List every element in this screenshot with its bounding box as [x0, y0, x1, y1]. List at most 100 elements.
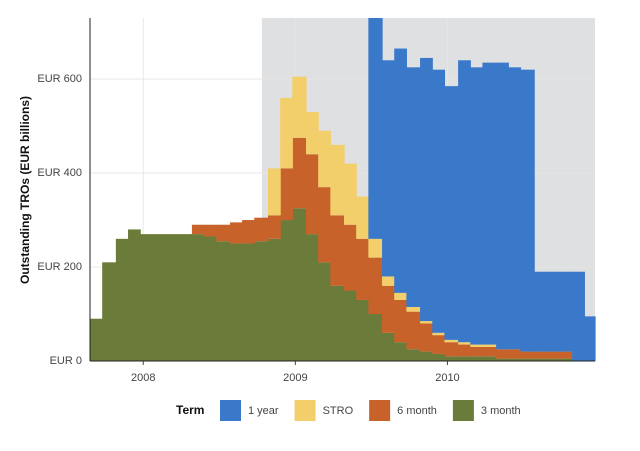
area-step	[496, 62, 509, 350]
area-step	[229, 243, 243, 361]
area-step	[394, 48, 407, 293]
area-step	[204, 224, 217, 237]
area-step	[470, 67, 484, 345]
legend-label: STRO	[323, 405, 354, 417]
legend-swatch	[220, 400, 241, 421]
area-step	[356, 299, 369, 361]
area-step	[166, 234, 179, 361]
area-step	[470, 344, 484, 347]
area-step	[382, 276, 395, 286]
area-step	[458, 342, 471, 345]
area-step	[520, 351, 535, 359]
area-step	[254, 241, 269, 361]
area-step	[482, 346, 497, 357]
area-step	[280, 168, 293, 221]
area-step	[305, 234, 319, 361]
area-step	[267, 215, 281, 239]
area-step	[229, 222, 243, 244]
area-step	[406, 306, 421, 312]
area-step	[382, 332, 395, 361]
area-step	[356, 196, 369, 239]
area-step	[292, 208, 307, 361]
area-step	[344, 224, 357, 291]
area-step	[267, 168, 281, 216]
area-step	[115, 238, 129, 361]
area-step	[368, 314, 383, 361]
area-step	[546, 271, 560, 352]
area-step	[496, 349, 509, 359]
area-step	[368, 238, 383, 258]
area-step	[330, 285, 345, 361]
area-step	[444, 339, 459, 343]
area-step	[90, 318, 103, 361]
area-step	[216, 224, 231, 242]
area-step	[242, 243, 255, 361]
area-step	[482, 344, 497, 347]
area-step	[546, 351, 560, 359]
y-axis-title: Outstanding TROs (EUR billions)	[18, 96, 32, 284]
area-step	[558, 271, 573, 352]
area-step	[546, 358, 560, 361]
area-step	[470, 356, 484, 361]
area-step	[280, 97, 293, 169]
area-step	[242, 220, 255, 244]
area-step	[318, 262, 331, 361]
area-step	[394, 292, 407, 300]
y-tick-label: EUR 200	[37, 261, 82, 273]
area-step	[330, 144, 345, 216]
area-step	[496, 358, 509, 361]
legend-swatch	[294, 400, 316, 421]
area-step	[394, 299, 407, 343]
area-step	[534, 271, 547, 352]
area-step	[191, 234, 205, 361]
area-step	[508, 358, 522, 361]
area-step	[520, 69, 535, 352]
area-step	[558, 358, 573, 361]
area-step	[432, 335, 446, 354]
area-step	[216, 241, 231, 361]
area-step	[128, 229, 141, 361]
area-step	[140, 234, 155, 361]
area-step	[344, 290, 357, 361]
area-step	[382, 60, 395, 277]
area-step	[534, 358, 547, 361]
x-tick-label: 2010	[435, 372, 459, 384]
area-step	[292, 76, 307, 138]
area-step	[508, 67, 522, 350]
area-step	[344, 163, 357, 225]
y-tick-label: EUR 0	[50, 355, 82, 367]
y-tick-label: EUR 400	[37, 167, 82, 179]
area-step	[420, 57, 433, 322]
area-step	[572, 271, 585, 361]
area-step	[368, 257, 383, 315]
area-step	[368, 18, 383, 239]
area-step	[318, 187, 331, 263]
area-step	[382, 285, 395, 333]
area-step	[458, 356, 471, 361]
area-step	[584, 316, 596, 361]
area-step	[482, 62, 497, 345]
area-step	[178, 234, 193, 361]
area-step	[267, 238, 281, 361]
area-step	[318, 130, 331, 188]
area-step	[482, 356, 497, 361]
area-step	[406, 311, 421, 350]
legend-swatch	[369, 400, 391, 421]
area-step	[153, 234, 167, 361]
area-step	[444, 356, 459, 361]
area-step	[420, 351, 433, 361]
area-step	[508, 349, 522, 359]
area-step	[305, 154, 319, 235]
area-step	[292, 137, 307, 209]
legend-swatch	[452, 400, 474, 421]
x-tick-label: 2008	[131, 372, 155, 384]
area-step	[406, 349, 421, 361]
area-step	[420, 321, 433, 324]
area-step	[458, 60, 471, 343]
area-step	[305, 111, 319, 155]
area-step	[470, 346, 484, 357]
area-step	[432, 69, 446, 333]
area-step	[254, 217, 269, 242]
